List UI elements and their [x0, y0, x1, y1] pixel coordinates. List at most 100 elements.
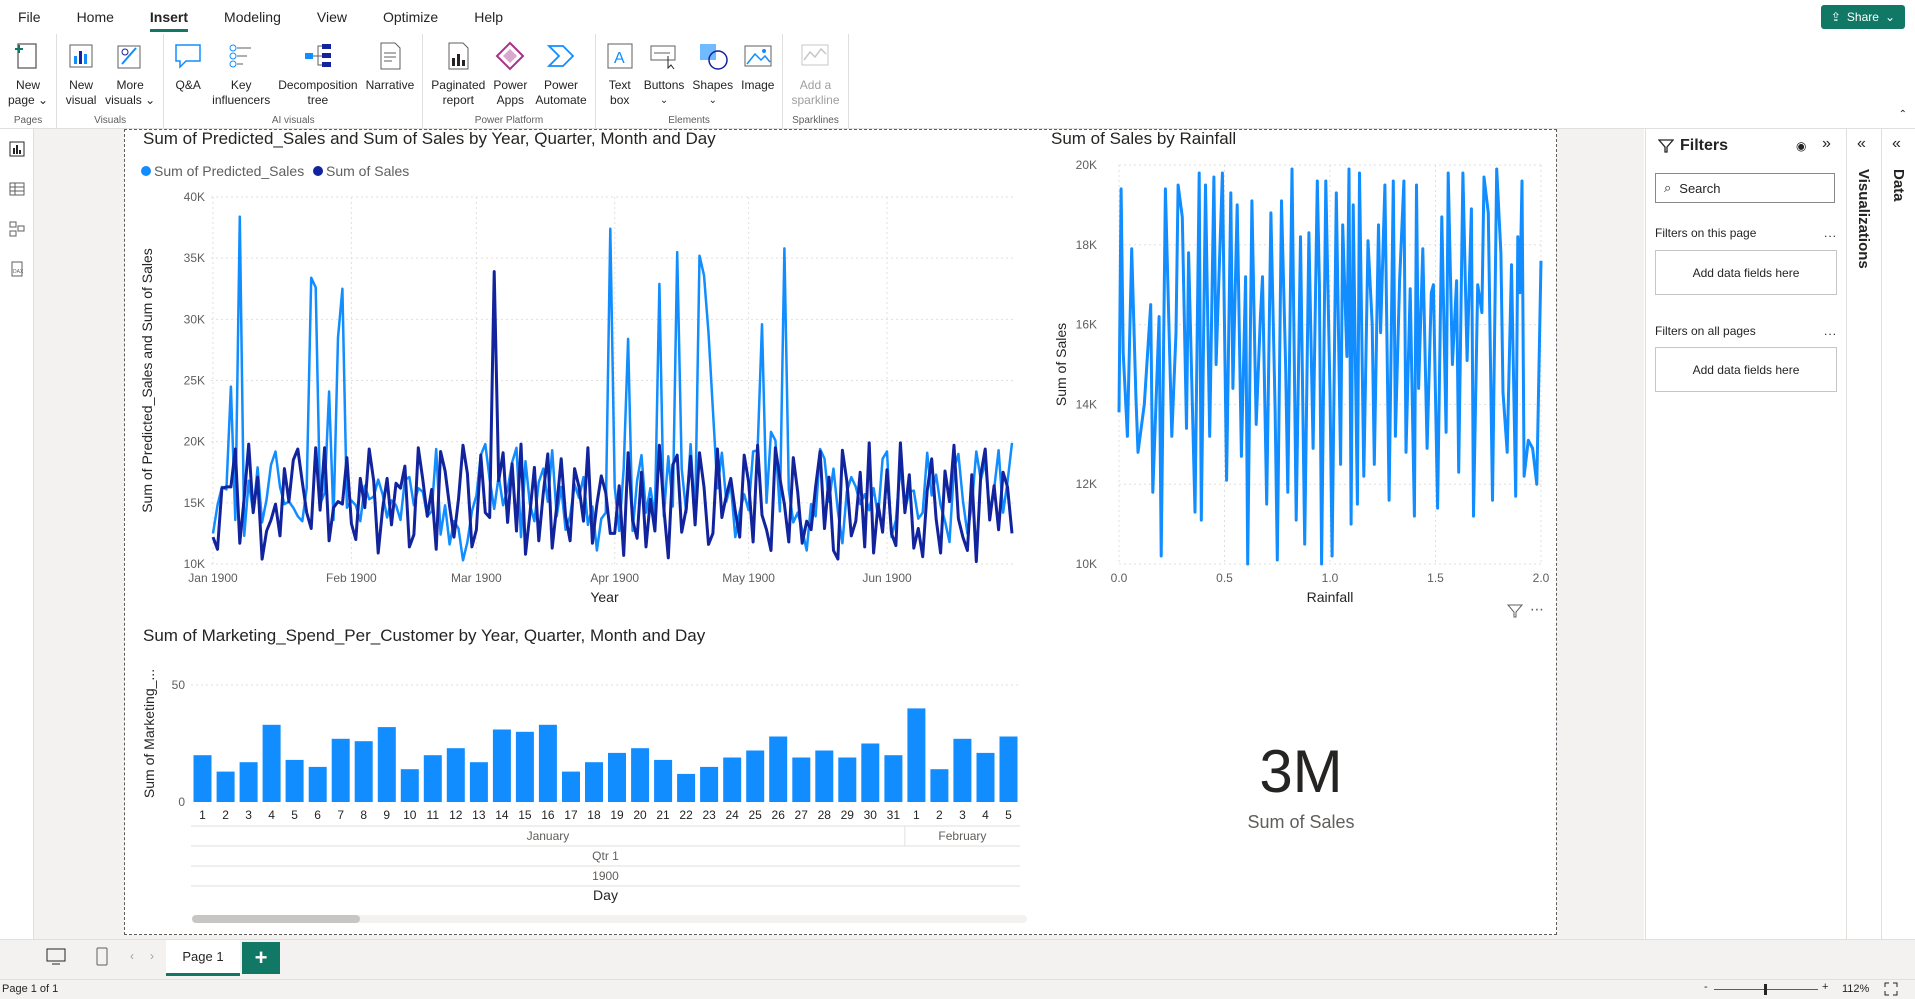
- bar-chart-scrollbar-track[interactable]: [192, 915, 1027, 923]
- bar[interactable]: [331, 738, 350, 802]
- bar[interactable]: [815, 750, 834, 803]
- visualizations-pane-collapsed[interactable]: « Visualizations: [1846, 129, 1881, 939]
- bar[interactable]: [308, 766, 327, 802]
- bar[interactable]: [562, 771, 580, 802]
- table-view-icon[interactable]: [0, 169, 34, 209]
- line-chart[interactable]: Sum of Predicted_Sales Sum of Sales 10K 15K…: [134, 150, 1034, 615]
- bar[interactable]: [492, 729, 511, 803]
- zoom-slider[interactable]: [1714, 984, 1818, 995]
- bar[interactable]: [538, 724, 557, 802]
- zoom-slider-thumb[interactable]: [1764, 984, 1767, 995]
- bar[interactable]: [239, 762, 258, 802]
- dax-query-view-icon[interactable]: DAX: [0, 249, 34, 289]
- bar[interactable]: [193, 755, 212, 802]
- bar[interactable]: [769, 736, 788, 803]
- bar[interactable]: [469, 762, 488, 802]
- menu-tab-optimize[interactable]: Optimize: [382, 9, 439, 25]
- filters-search-input[interactable]: ⌕ Search: [1655, 173, 1835, 203]
- desktop-layout-icon[interactable]: [46, 948, 66, 969]
- bar[interactable]: [585, 762, 603, 802]
- narrative-button[interactable]: Narrative: [362, 38, 419, 129]
- power-apps-button[interactable]: Power Apps: [489, 38, 531, 129]
- ribbon-button-label: Decomposition: [278, 78, 358, 92]
- rainfall-chart[interactable]: 10K 12K 14K 16K 18K 20K 0.0 0.5 1.0 1.5 2.0 Rainfal…: [1046, 150, 1556, 615]
- next-page-icon[interactable]: ›: [150, 949, 154, 963]
- bar[interactable]: [377, 727, 396, 802]
- bar[interactable]: [930, 769, 949, 802]
- power-automate-button[interactable]: Power Automate: [531, 38, 590, 129]
- bar[interactable]: [515, 731, 534, 802]
- paginated-report-button[interactable]: Paginated report: [427, 38, 489, 129]
- page-tab-1[interactable]: Page 1: [166, 940, 240, 976]
- bar[interactable]: [792, 757, 811, 803]
- bar[interactable]: [262, 724, 281, 802]
- share-button[interactable]: ⇪ Share ⌄: [1820, 5, 1905, 29]
- bar[interactable]: [631, 748, 650, 802]
- model-view-icon[interactable]: [0, 209, 34, 249]
- page-filters-dropzone[interactable]: Add data fields here: [1655, 250, 1837, 295]
- zoom-in-button[interactable]: +: [1822, 981, 1829, 993]
- view-switcher-rail: DAX: [0, 129, 34, 939]
- collapse-filters-icon[interactable]: »: [1822, 135, 1831, 152]
- bar[interactable]: [953, 738, 972, 802]
- menu-tab-home[interactable]: Home: [76, 9, 114, 25]
- data-pane-collapsed[interactable]: « Data: [1881, 129, 1915, 939]
- bar[interactable]: [216, 771, 235, 802]
- kpi-card[interactable]: 3M Sum of Sales: [1046, 627, 1556, 933]
- bar[interactable]: [976, 752, 995, 802]
- fit-to-page-icon[interactable]: [1884, 982, 1898, 999]
- bar[interactable]: [999, 736, 1018, 803]
- more-options-icon[interactable]: ...: [1823, 324, 1837, 338]
- bar[interactable]: [423, 755, 442, 802]
- y-tick-label: 40K: [184, 190, 205, 204]
- filter-icon[interactable]: [1506, 602, 1524, 620]
- bar[interactable]: [354, 741, 373, 802]
- add-page-button[interactable]: +: [242, 942, 280, 974]
- expand-pane-icon[interactable]: «: [1892, 135, 1901, 152]
- menu-tab-view[interactable]: View: [316, 9, 347, 25]
- new-visual-button[interactable]: New visual: [61, 38, 101, 129]
- menu-tab-help[interactable]: Help: [474, 9, 503, 25]
- bar[interactable]: [285, 759, 304, 802]
- menu-tab-modeling[interactable]: Modeling: [224, 9, 281, 25]
- text-box-button[interactable]: A Text box: [600, 38, 640, 129]
- bar[interactable]: [838, 757, 857, 803]
- key-influencers-button[interactable]: Key influencers: [208, 38, 274, 129]
- report-view-icon[interactable]: [0, 129, 34, 169]
- prev-page-icon[interactable]: ‹: [130, 949, 134, 963]
- bar[interactable]: [400, 769, 419, 802]
- collapse-ribbon-icon[interactable]: ⌃: [1898, 109, 1907, 120]
- bar[interactable]: [723, 757, 742, 803]
- new-page-button[interactable]: New page ⌄: [4, 38, 52, 129]
- bar[interactable]: [608, 752, 626, 802]
- q-a-button[interactable]: Q&A: [168, 38, 208, 129]
- more-visuals-button[interactable]: More visuals ⌄: [101, 38, 159, 129]
- bar[interactable]: [861, 743, 880, 803]
- bar[interactable]: [700, 766, 719, 802]
- bar[interactable]: [677, 773, 696, 802]
- add-a-sparkline-button[interactable]: Add a sparkline: [787, 38, 843, 129]
- buttons-button[interactable]: Buttons ⌄: [640, 38, 689, 129]
- bar[interactable]: [654, 759, 673, 802]
- bar[interactable]: [884, 755, 903, 802]
- decomposition-tree-button[interactable]: Decomposition tree: [274, 38, 361, 129]
- all-pages-filters-dropzone[interactable]: Add data fields here: [1655, 347, 1837, 392]
- bar[interactable]: [446, 748, 465, 802]
- more-options-icon[interactable]: ...: [1823, 226, 1837, 240]
- image-button[interactable]: Image: [737, 38, 778, 129]
- shapes-button[interactable]: Shapes ⌄: [688, 38, 737, 129]
- more-options-icon[interactable]: ⋯: [1530, 601, 1544, 617]
- x-tick-label: Apr 1900: [590, 571, 639, 585]
- y-tick-label: 18K: [1076, 238, 1097, 252]
- bar[interactable]: [746, 750, 765, 803]
- mobile-layout-icon[interactable]: [96, 947, 108, 970]
- menu-tab-insert[interactable]: Insert: [132, 0, 206, 34]
- expand-pane-icon[interactable]: «: [1857, 135, 1866, 152]
- menu-tab-file[interactable]: File: [18, 9, 41, 25]
- bar-chart-scrollbar-thumb[interactable]: [192, 915, 360, 923]
- bar[interactable]: [907, 708, 926, 802]
- zoom-out-button[interactable]: -: [1704, 981, 1708, 993]
- x-tick-label: 0.0: [1111, 571, 1128, 585]
- eye-icon[interactable]: ◉: [1796, 139, 1807, 153]
